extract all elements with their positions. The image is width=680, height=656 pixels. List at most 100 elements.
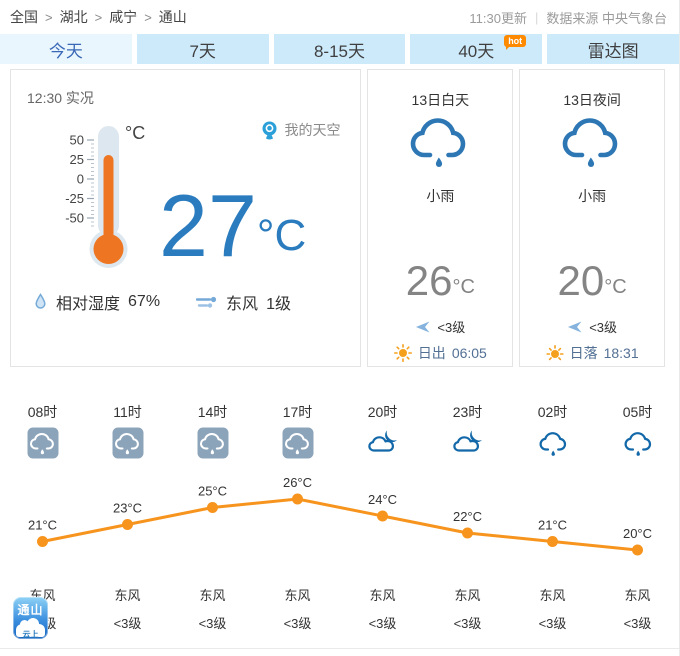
hour-time-label: 11时 — [113, 404, 142, 420]
night-condition: 小雨 — [578, 188, 607, 204]
tab-label: 雷达图 — [587, 41, 639, 61]
thermo-scale-25: 25 — [70, 152, 84, 167]
current-conditions-panel: 12:30 实况 我的天空 — [10, 69, 362, 367]
hourly-wind-direction-row: 东风 东风 东风 东风 东风 东风 东风 东风 — [0, 585, 680, 603]
light-rain-icon — [409, 114, 471, 177]
day-rain-icon — [170, 427, 255, 459]
day-panel-title: 13日白天 — [411, 92, 470, 108]
webcam-icon — [262, 121, 277, 139]
sunset-label: 日落 — [569, 345, 598, 361]
thermo-scale-0: 0 — [77, 172, 84, 187]
tab-label: 7天 — [189, 41, 216, 61]
topbar: 全国 > 湖北 > 咸宁 > 通山 11:30更新 | 数据来源 中央气象台 — [0, 0, 679, 32]
hour-time-label: 23时 — [452, 404, 483, 420]
wind-direction: 东风 — [226, 296, 259, 313]
my-sky-label: 我的天空 — [284, 122, 341, 138]
yunshang-tongshan-logo[interactable]: 通山 云上 — [13, 597, 48, 639]
night-temp-unit: °C — [604, 276, 627, 298]
chart-point — [207, 502, 218, 513]
night-forecast-panel: 13日夜间 小雨 20°C <3级 — [519, 69, 666, 367]
logo-title: 通山 — [17, 603, 44, 617]
day-temp-unit: °C — [452, 276, 475, 298]
chart-point — [37, 536, 48, 547]
humidity-droplet-icon — [35, 292, 46, 309]
chart-point-label: 20°C — [623, 526, 652, 541]
hour-time-label: 08时 — [27, 404, 58, 420]
tab-40days[interactable]: 40天 hot — [410, 34, 543, 64]
chart-point-label: 21°C — [28, 518, 57, 533]
sunset-time: 18:31 — [603, 345, 639, 361]
breadcrumb-separator: > — [94, 9, 103, 25]
current-temp-unit: °C — [256, 211, 307, 260]
hour-time-label: 05时 — [622, 404, 653, 420]
chart-point — [292, 493, 303, 505]
humidity-metric: 相对湿度 67% — [33, 290, 160, 314]
breadcrumb-separator: > — [45, 9, 53, 25]
sunrise-time: 06:05 — [451, 345, 487, 361]
night-temperature: 20°C — [520, 260, 664, 302]
sunrise-icon — [393, 344, 412, 362]
thermo-scale-m50: -50 — [65, 211, 84, 226]
hour-wind-direction: 东风 — [539, 588, 566, 603]
tab-8-15days[interactable]: 8-15天 — [273, 34, 406, 64]
chart-point-label: 24°C — [368, 492, 397, 507]
data-source: 数据来源 中央气象台 — [546, 10, 667, 26]
tab-radar[interactable]: 雷达图 — [547, 34, 679, 64]
chart-point — [122, 519, 133, 530]
hourly-times-row: 08时 11时 14时 17时 20时 23时 02时 05时 — [0, 402, 680, 420]
thermo-scale-50: 50 — [70, 133, 84, 148]
night-wind: <3级 — [520, 317, 664, 336]
humidity-value: 67% — [128, 293, 161, 310]
breadcrumb-item-city[interactable]: 咸宁 — [109, 9, 138, 25]
tab-label: 8-15天 — [313, 41, 365, 61]
day-wind-level: <3级 — [437, 320, 466, 335]
hour-time-label: 20时 — [367, 404, 398, 420]
hour-wind-direction: 东风 — [284, 588, 311, 603]
hour-wind-level: <3级 — [623, 616, 652, 631]
tab-label: 今天 — [48, 41, 83, 61]
logo-cloud-icon: 云上 — [16, 618, 45, 639]
night-wind-level: <3级 — [589, 320, 618, 335]
day-rain-icon — [0, 427, 85, 459]
breadcrumb-item-country[interactable]: 全国 — [10, 9, 38, 25]
day-temperature: 26°C — [368, 260, 512, 302]
sunset-icon — [545, 344, 564, 361]
hour-wind-direction: 东风 — [454, 588, 481, 603]
breadcrumb-item-province[interactable]: 湖北 — [59, 9, 88, 25]
observation-time: 12:30 实况 — [27, 90, 94, 106]
hour-wind-level: <3级 — [538, 616, 567, 631]
chart-point-label: 21°C — [538, 518, 567, 533]
hour-wind-direction: 东风 — [199, 588, 226, 603]
hour-wind-level: <3级 — [113, 616, 142, 631]
wind-metric: 东风 1级 — [196, 290, 291, 314]
day-rain-icon — [85, 427, 170, 459]
breadcrumb: 全国 > 湖北 > 咸宁 > 通山 — [10, 7, 187, 27]
night-cloud-icon — [340, 427, 425, 459]
night-panel-title: 13日夜间 — [563, 92, 621, 108]
tab-today[interactable]: 今天 — [0, 34, 132, 64]
hour-time-label: 17时 — [282, 404, 313, 420]
wind-arrow-icon — [416, 321, 430, 332]
hourly-temperature-chart: 21°C 23°C 25°C 26°C 24°C 22°C 21°C 20°C — [28, 475, 652, 556]
thermo-scale-m25: -25 — [65, 191, 84, 206]
thermo-scale-unit: °C — [125, 123, 145, 143]
tab-7days[interactable]: 7天 — [136, 34, 269, 64]
my-sky-link[interactable]: 我的天空 — [261, 120, 340, 140]
update-time: 11:30更新 — [469, 10, 527, 26]
hour-wind-level: <3级 — [453, 616, 482, 631]
wind-arrow-icon — [568, 321, 582, 332]
chart-point — [547, 536, 558, 547]
hour-wind-level: <3级 — [368, 616, 397, 631]
breadcrumb-item-county[interactable]: 通山 — [158, 9, 187, 25]
night-temp-value: 20 — [557, 257, 605, 304]
night-rain-icon — [510, 427, 595, 459]
chart-point — [632, 544, 643, 556]
humidity-label: 相对湿度 — [56, 296, 121, 313]
hot-badge: hot — [504, 35, 527, 50]
hour-wind-direction: 东风 — [624, 588, 651, 603]
current-temp-value: 27 — [159, 176, 257, 275]
thermometer: 50 25 0 -25 -50 °C — [65, 123, 145, 268]
day-condition: 小雨 — [426, 188, 455, 204]
hourly-icons-row — [0, 427, 680, 459]
